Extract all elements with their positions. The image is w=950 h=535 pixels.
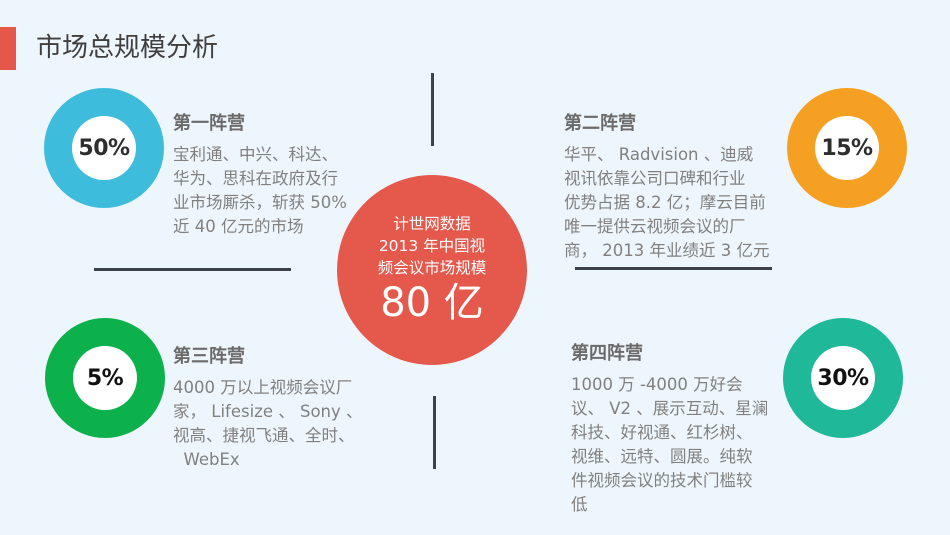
description-line: 华为、思科在政府及行 bbox=[173, 169, 338, 188]
camp-3-description: 4000 万以上视频会议厂 家， Lifesize 、 Sony 、 视高、捷视… bbox=[173, 376, 363, 472]
camp-2-ring: 15% bbox=[787, 88, 907, 208]
description-line: 视高、捷视飞通、全时、 bbox=[173, 426, 355, 445]
description-line: 件视频会议的技术门槛较 bbox=[571, 471, 753, 490]
description-line: 宝利通、中兴、科达、 bbox=[173, 145, 338, 164]
description-line: 家， Lifesize 、 Sony 、 bbox=[173, 402, 363, 421]
description-line: 近 40 亿元的市场 bbox=[173, 217, 304, 236]
caption-line: 2013 年中国视 bbox=[378, 237, 486, 255]
caption-line: 频会议市场规模 bbox=[377, 259, 487, 277]
camp-1-block: 第一阵营 宝利通、中兴、科达、 华为、思科在政府及行 业市场厮杀，斩获 50% … bbox=[173, 111, 347, 239]
divider-left bbox=[94, 268, 291, 271]
camp-4-ring: 30% bbox=[783, 318, 903, 438]
description-line: 视维、远特、圆展。纯软 bbox=[571, 447, 753, 466]
ring-center: 5% bbox=[73, 346, 137, 410]
description-line: 议、 V2 、展示互动、星澜 bbox=[571, 399, 769, 418]
camp-4-description: 1000 万 -4000 万好会 议、 V2 、展示互动、星澜 科技、好视通、红… bbox=[571, 373, 768, 517]
camp-1-ring: 50% bbox=[44, 88, 164, 208]
description-line: 低 bbox=[571, 495, 588, 514]
description-line: 优势占据 8.2 亿；摩云目前 bbox=[564, 193, 766, 212]
ring-center: 50% bbox=[72, 116, 136, 180]
divider-top bbox=[431, 73, 434, 146]
camp-3-title: 第三阵营 bbox=[173, 346, 245, 367]
camp-1-description: 宝利通、中兴、科达、 华为、思科在政府及行 业市场厮杀，斩获 50% 近 40 … bbox=[173, 143, 347, 239]
description-line: 商， 2013 年业绩近 3 亿元 bbox=[564, 241, 770, 260]
market-size-circle: 计世网数据 2013 年中国视 频会议市场规模 80 亿 bbox=[337, 175, 527, 365]
camp-2-description: 华平、 Radvision 、迪威 视讯依靠公司口碑和行业 优势占据 8.2 亿… bbox=[564, 143, 769, 263]
camp-2-title: 第二阵营 bbox=[564, 113, 636, 134]
market-size-value: 80 亿 bbox=[380, 280, 484, 326]
camp-1-title: 第一阵营 bbox=[173, 113, 245, 134]
description-line: 唯一提供云视频会议的厂 bbox=[564, 217, 746, 236]
description-line: 华平、 Radvision 、迪威 bbox=[564, 145, 754, 164]
camp-3-ring: 5% bbox=[45, 318, 165, 438]
market-size-caption: 计世网数据 2013 年中国视 频会议市场规模 bbox=[337, 213, 527, 279]
ring-center: 30% bbox=[811, 346, 875, 410]
camp-2-percent: 15% bbox=[821, 135, 873, 161]
ring-center: 15% bbox=[815, 116, 879, 180]
caption-line: 计世网数据 bbox=[393, 215, 471, 233]
camp-1-percent: 50% bbox=[78, 135, 130, 161]
description-line: 业市场厮杀，斩获 50% bbox=[173, 193, 347, 212]
divider-bottom bbox=[433, 396, 436, 469]
description-line: 1000 万 -4000 万好会 bbox=[571, 375, 743, 394]
camp-2-block: 第二阵营 华平、 Radvision 、迪威 视讯依靠公司口碑和行业 优势占据 … bbox=[564, 111, 769, 263]
camp-4-block: 第四阵营 1000 万 -4000 万好会 议、 V2 、展示互动、星澜 科技、… bbox=[571, 341, 768, 517]
description-line: 4000 万以上视频会议厂 bbox=[173, 378, 353, 397]
description-line: WebEx bbox=[173, 450, 240, 469]
camp-3-percent: 5% bbox=[86, 365, 124, 391]
description-line: 科技、好视通、红杉树、 bbox=[571, 423, 753, 442]
title-accent-bar bbox=[0, 27, 16, 70]
page-title: 市场总规模分析 bbox=[36, 33, 219, 63]
camp-4-percent: 30% bbox=[817, 365, 869, 391]
description-line: 视讯依靠公司口碑和行业 bbox=[564, 169, 746, 188]
divider-right bbox=[575, 267, 772, 270]
camp-4-title: 第四阵营 bbox=[571, 343, 643, 364]
camp-3-block: 第三阵营 4000 万以上视频会议厂 家， Lifesize 、 Sony 、 … bbox=[173, 344, 363, 472]
